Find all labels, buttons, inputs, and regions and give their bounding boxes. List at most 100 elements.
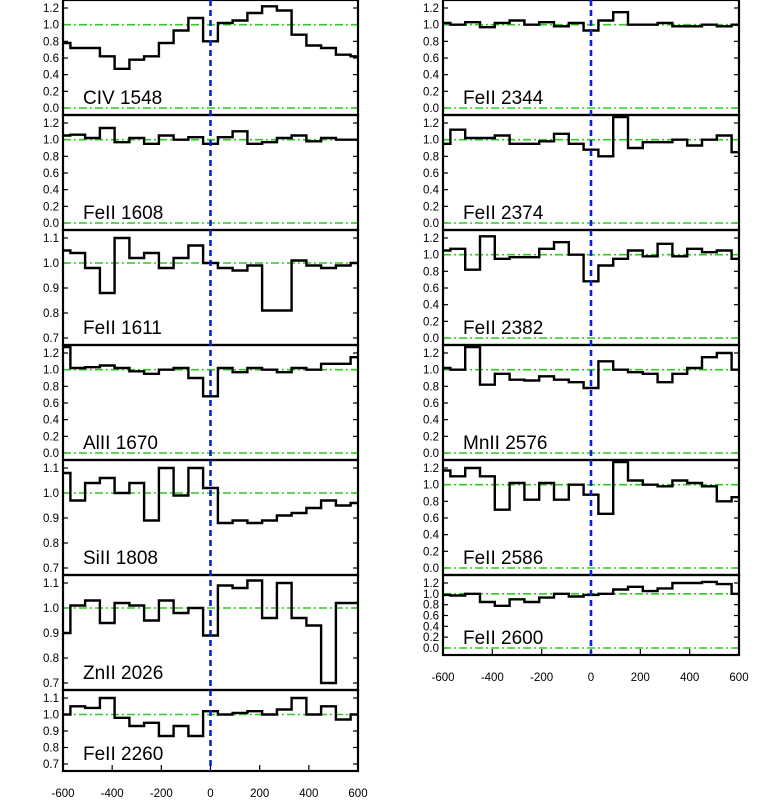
x-tick-label: -200 (530, 672, 553, 684)
spectrum-panel: 0.0 0.2 0.4 0.6 0.8 1.0 1.2 FeII 2374 (423, 113, 741, 232)
y-tick-label: 1.0 (423, 480, 439, 492)
y-tick-label: 0.7 (43, 678, 59, 690)
spectrum-panel: 0.0 0.2 0.4 0.6 0.8 1.0 1.2 MnII 2576 (423, 343, 741, 462)
ion-label: FeII 2260 (83, 744, 163, 765)
y-tick-label: 0.6 (423, 53, 439, 65)
y-tick-label: 0.4 (43, 70, 60, 82)
spectrum-line (63, 5, 358, 70)
y-tick-label: 0.8 (43, 381, 59, 393)
spectrum-panel: 0.7 0.8 0.9 1.0 1.1 SiII 1808 (43, 458, 360, 577)
y-tick-label: 0.2 (423, 546, 439, 558)
spectrum-line (443, 11, 739, 32)
y-tick-label: 1.1 (43, 693, 59, 705)
ion-label: FeII 2344 (463, 88, 544, 109)
spectrum-panel: 0.7 0.8 0.9 1.0 1.1 ZnII 2026 (43, 573, 360, 692)
spectrum-line (63, 345, 358, 398)
y-tick-label: 1.1 (43, 233, 59, 245)
y-tick-label: 0.6 (43, 168, 59, 180)
x-tick-label: 0 (588, 672, 594, 684)
y-tick-label: 0.0 (423, 448, 439, 460)
y-tick-label: 1.0 (423, 135, 439, 147)
y-tick-label: 1.2 (423, 3, 439, 15)
spectrum-panel: 0.0 0.2 0.4 0.6 0.8 1.0 1.2 FeII 2382 (423, 228, 741, 347)
y-tick-label: 1.0 (43, 365, 59, 377)
y-tick-label: 0.8 (43, 743, 59, 755)
spectrum-panel: 0.0 0.2 0.4 0.6 0.8 1.0 1.2 AlII 1670 (43, 343, 360, 462)
ion-label: FeII 2374 (463, 203, 544, 224)
y-tick-label: 1.1 (43, 463, 59, 475)
y-tick-label: 0.0 (423, 563, 439, 575)
y-tick-label: 0.8 (43, 308, 59, 320)
spectrum-panel: 0.0 0.2 0.4 0.6 0.8 1.0 1.2 FeII 2344 (423, 0, 741, 117)
y-tick-label: 0.8 (43, 538, 59, 550)
y-tick-label: 1.0 (43, 603, 59, 615)
spectrum-line (443, 115, 739, 158)
y-tick-label: 1.0 (43, 710, 59, 722)
spectrum-line (63, 126, 358, 145)
y-tick-label: 0.8 (43, 151, 59, 163)
y-tick-label: 1.2 (423, 233, 439, 245)
y-tick-label: 0.2 (423, 201, 439, 213)
y-tick-label: 0.7 (43, 759, 59, 771)
y-tick-label: 0.8 (43, 36, 59, 48)
y-tick-label: 0.0 (43, 218, 59, 230)
y-tick-label: 0.2 (423, 431, 439, 443)
y-tick-label: 0.2 (423, 632, 439, 644)
y-tick-label: 0.9 (43, 726, 59, 738)
y-tick-label: 1.2 (423, 118, 439, 130)
y-tick-label: 1.2 (43, 3, 59, 15)
ion-label: FeII 2586 (463, 548, 543, 569)
y-tick-label: 1.2 (43, 348, 59, 360)
y-tick-label: 0.8 (423, 36, 439, 48)
x-tick-label: -400 (481, 672, 504, 684)
y-tick-label: 0.6 (423, 611, 439, 623)
ion-label: AlII 1670 (83, 433, 158, 454)
y-tick-label: 1.2 (423, 578, 439, 590)
spectrum-panel: 0.0 0.2 0.4 0.6 0.8 1.0 1.2 FeII 2586 (423, 458, 741, 577)
y-tick-label: 0.6 (423, 513, 439, 525)
y-tick-label: 0.4 (423, 415, 440, 427)
x-tick-label: -200 (150, 788, 173, 800)
y-tick-label: 0.9 (43, 283, 59, 295)
y-tick-label: 1.0 (43, 20, 59, 32)
spectrum-panel: 0.7 0.8 0.9 1.0 1.1 FeII 2260 (43, 688, 360, 773)
ion-label: SiII 1808 (83, 548, 158, 569)
y-tick-label: 1.0 (43, 258, 59, 270)
ion-label: FeII 1611 (83, 318, 162, 339)
x-tick-label: -600 (51, 788, 74, 800)
x-tick-label: -600 (431, 672, 454, 684)
y-tick-label: 0.6 (423, 398, 439, 410)
ion-label: CIV 1548 (83, 88, 162, 109)
y-tick-label: 0.2 (43, 86, 59, 98)
y-tick-label: 0.2 (43, 431, 59, 443)
spectrum-panel: 0.7 0.8 0.9 1.0 1.1 FeII 1611 (43, 228, 360, 347)
y-tick-label: 0.0 (423, 333, 439, 345)
y-tick-label: 0.9 (43, 513, 59, 525)
y-tick-label: 1.0 (423, 20, 439, 32)
y-tick-label: 0.6 (423, 168, 439, 180)
y-tick-label: 0.8 (423, 266, 439, 278)
ion-label: FeII 1608 (83, 203, 163, 224)
y-tick-label: 0.4 (423, 300, 440, 312)
y-tick-label: 0.6 (43, 53, 59, 65)
spectrum-panel: 0.0 0.2 0.4 0.6 0.8 1.0 1.2 CIV 1548 (43, 0, 360, 117)
y-tick-label: 0.4 (423, 70, 440, 82)
y-tick-label: 1.0 (423, 250, 439, 262)
y-tick-label: 0.0 (423, 218, 439, 230)
y-tick-label: 0.0 (43, 103, 59, 115)
x-tick-label: 400 (680, 672, 699, 684)
y-tick-label: 0.7 (43, 333, 59, 345)
y-tick-label: 0.2 (423, 316, 439, 328)
spectrum-line (443, 460, 739, 515)
y-tick-label: 1.0 (43, 135, 59, 147)
spectrum-line (63, 236, 358, 312)
ion-label: ZnII 2026 (83, 663, 163, 684)
y-tick-label: 0.0 (423, 643, 439, 655)
y-tick-label: 0.4 (43, 185, 60, 197)
y-tick-label: 0.4 (423, 185, 440, 197)
ion-label: FeII 2600 (463, 628, 543, 649)
x-tick-label: -400 (101, 788, 124, 800)
y-tick-label: 0.0 (43, 448, 59, 460)
y-tick-label: 1.1 (43, 578, 59, 590)
y-tick-label: 0.8 (43, 653, 59, 665)
